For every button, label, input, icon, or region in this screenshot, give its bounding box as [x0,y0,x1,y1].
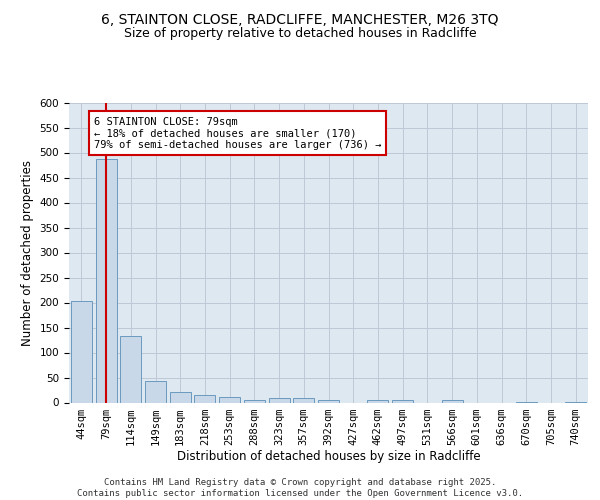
Text: Size of property relative to detached houses in Radcliffe: Size of property relative to detached ho… [124,28,476,40]
Bar [95,159,116,402]
X-axis label: Distribution of detached houses by size in Radcliffe: Distribution of detached houses by size … [176,450,481,464]
Bar [293,398,314,402]
Bar [269,398,290,402]
Text: 6 STAINTON CLOSE: 79sqm
← 18% of detached houses are smaller (170)
79% of semi-d: 6 STAINTON CLOSE: 79sqm ← 18% of detache… [94,116,381,150]
Bar [392,400,413,402]
Bar [145,380,166,402]
Bar [318,400,339,402]
Bar [367,400,388,402]
Bar [194,395,215,402]
Bar [71,301,92,402]
Bar [442,400,463,402]
Y-axis label: Number of detached properties: Number of detached properties [21,160,34,346]
Text: 6, STAINTON CLOSE, RADCLIFFE, MANCHESTER, M26 3TQ: 6, STAINTON CLOSE, RADCLIFFE, MANCHESTER… [101,12,499,26]
Bar [170,392,191,402]
Bar [244,400,265,402]
Bar [219,397,240,402]
Text: Contains HM Land Registry data © Crown copyright and database right 2025.
Contai: Contains HM Land Registry data © Crown c… [77,478,523,498]
Bar [120,336,141,402]
